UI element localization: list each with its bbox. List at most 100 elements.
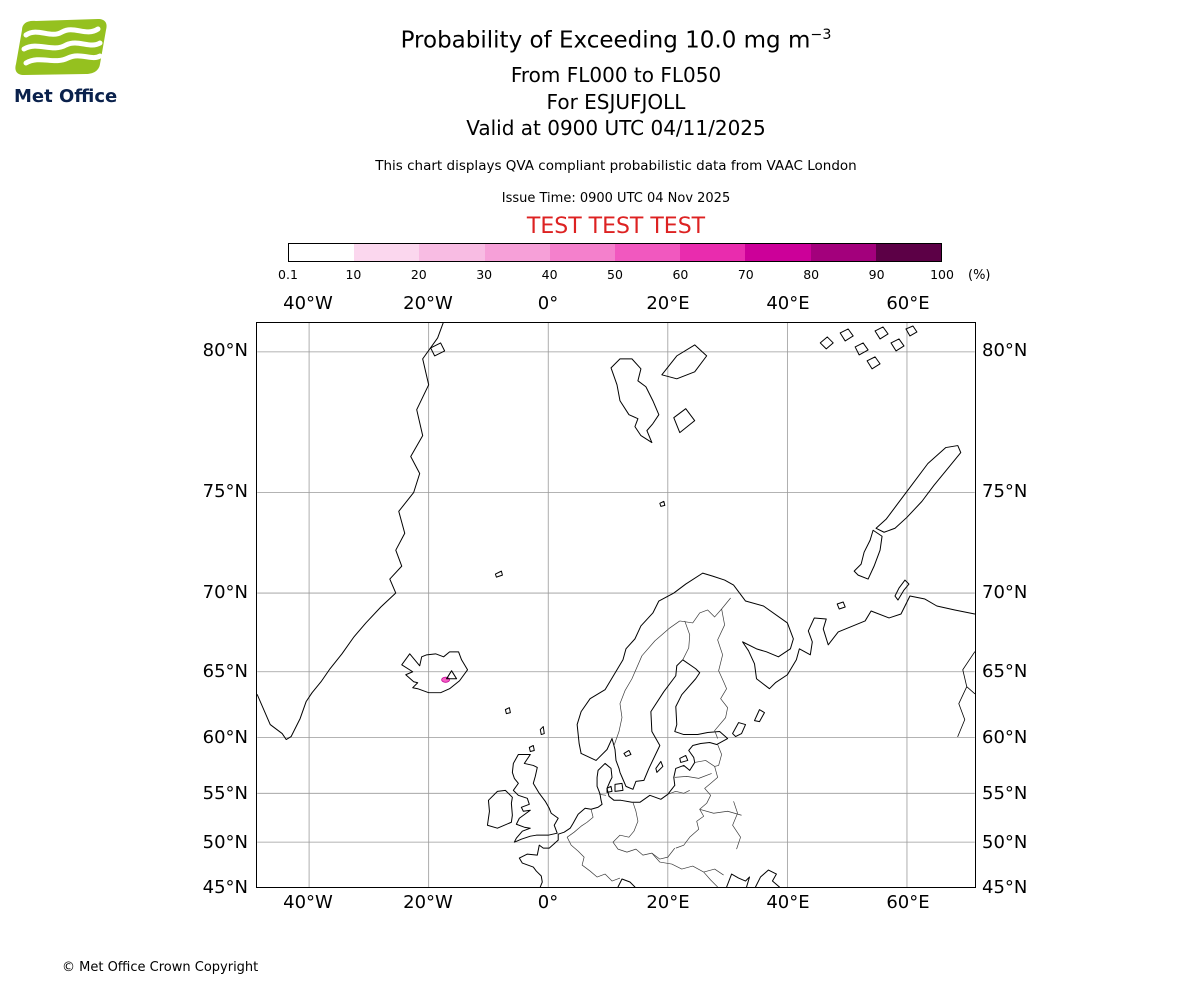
lat-label-right: 65°N [982,661,1028,682]
lat-label-left: 70°N [202,582,248,603]
colorbar-segment [354,244,420,261]
border-southeast-europe [651,852,724,887]
lat-label-right: 45°N [982,877,1028,898]
colorbar-tick: 70 [737,267,754,282]
chart-title-exponent: −3 [810,27,832,43]
colorbar-tick: 30 [476,267,493,282]
coastline-norway-kola-arctic-russia [576,572,975,754]
border-kaliningrad-lithuania [667,790,690,795]
bear-island [659,500,666,507]
denmark-islands [606,782,624,793]
border-western-europe [566,809,621,882]
lon-label-bottom: 20°E [646,892,690,913]
lon-label-top: 40°E [766,293,810,314]
title-block: Probability of Exceeding 10.0 mg m−3 Fro… [256,0,976,300]
jan-mayen-island [494,570,503,578]
lon-label-bottom: 0° [537,892,559,913]
lat-label-left: 65°N [202,661,248,682]
colorbar-segment [810,244,876,261]
border-belarus-ukraine [699,801,742,850]
issue-time: Issue Time: 0900 UTC 04 Nov 2025 [501,191,731,206]
greenland-ne-island [430,342,446,357]
colorbar-segment [419,244,485,261]
lon-label-bottom: 20°W [403,892,453,913]
map-panel [256,322,976,888]
colorbar-ticks: 0.1 10 20 30 40 50 60 70 80 90 100 [278,267,954,283]
valid-time-subtitle: Valid at 0900 UTC 04/11/2025 [466,116,766,140]
volcano-subtitle: For ESJUFJOLL [546,90,686,114]
colorbar-unit: (%) [968,268,991,283]
map-canvas [257,323,975,887]
met-office-logo-mark [15,19,107,75]
orkney-islands [528,745,535,752]
country-borders [566,597,742,887]
lat-label-left: 45°N [202,877,248,898]
colorbar-segment [745,244,811,261]
lon-label-top: 20°W [403,293,453,314]
qva-note: This chart displays QVA compliant probab… [375,158,857,174]
lat-label-right: 50°N [982,832,1028,853]
colorbar-segment [484,244,550,261]
colorbar-segment [680,244,746,261]
border-denmark-germany [599,793,607,796]
colorbar-tick: 10 [345,267,362,282]
lon-label-bottom: 60°E [886,892,930,913]
vaygach-island [894,579,910,601]
lat-label-right: 60°N [982,727,1028,748]
coastline-iceland [401,651,469,694]
test-banner: TEST TEST TEST [526,214,706,239]
coastline-ireland [486,789,513,829]
lon-label-top: 40°W [283,293,333,314]
colorbar-tick: 40 [541,267,558,282]
graticule-grid [257,323,975,887]
colorbar-tick: 60 [672,267,689,282]
chart-title: Probability of Exceeding 10.0 mg m−3 [256,27,976,54]
volcano-marker-icon [446,670,458,680]
colorbar-tick: 0.1 [278,267,298,282]
colorbar-segment [615,244,681,261]
lat-label-right: 80°N [982,340,1028,361]
coastline-greenland [257,323,444,741]
lon-label-bottom: 40°E [766,892,810,913]
coastline-svalbard-spitsbergen [610,358,660,444]
colorbar-tick: 90 [868,267,885,282]
coastline-adriatic-head [617,878,636,887]
lat-label-right: 70°N [982,582,1028,603]
lat-label-right: 75°N [982,481,1028,502]
colorbar-tick: 50 [607,267,623,282]
lon-label-bottom: 40°W [283,892,333,913]
colorbar-tick: 80 [803,267,820,282]
volcano-group [441,670,458,683]
lat-label-left: 50°N [202,832,248,853]
lon-label-top: 0° [537,293,559,314]
kolguyev-island [836,601,846,610]
lat-label-right: 55°N [982,783,1028,804]
lat-label-left: 55°N [202,783,248,804]
coastline-svalbard-nordaustlandet [661,344,708,380]
colorbar-tick: 20 [410,267,427,282]
coastline-great-britain [511,753,559,843]
lat-label-left: 75°N [202,481,248,502]
lat-label-left: 60°N [202,727,248,748]
lon-label-top: 20°E [646,293,690,314]
border-sweden-finland [682,620,691,660]
lakes [623,709,765,757]
met-office-logo-text: Met Office [14,86,118,107]
border-baltic-states [674,760,715,779]
border-russia-west-chain [675,744,722,849]
probability-colorbar [288,243,942,262]
coastline-black-sea [726,873,751,887]
lon-label-top: 60°E [886,293,930,314]
coastlines [257,323,975,887]
border-norway-finland-russia [679,597,731,624]
baltic-islands [655,754,689,773]
faroe-islands [504,707,511,715]
coastline-svalbard-edgeoya [673,408,696,434]
river-east-russia [957,651,975,737]
colorbar-segment [549,244,616,261]
probability-contour [441,676,450,683]
copyright-notice: © Met Office Crown Copyright [62,960,259,975]
logo-wave-lines [21,26,103,66]
coastline-novaya-zemlya-north [875,445,962,533]
